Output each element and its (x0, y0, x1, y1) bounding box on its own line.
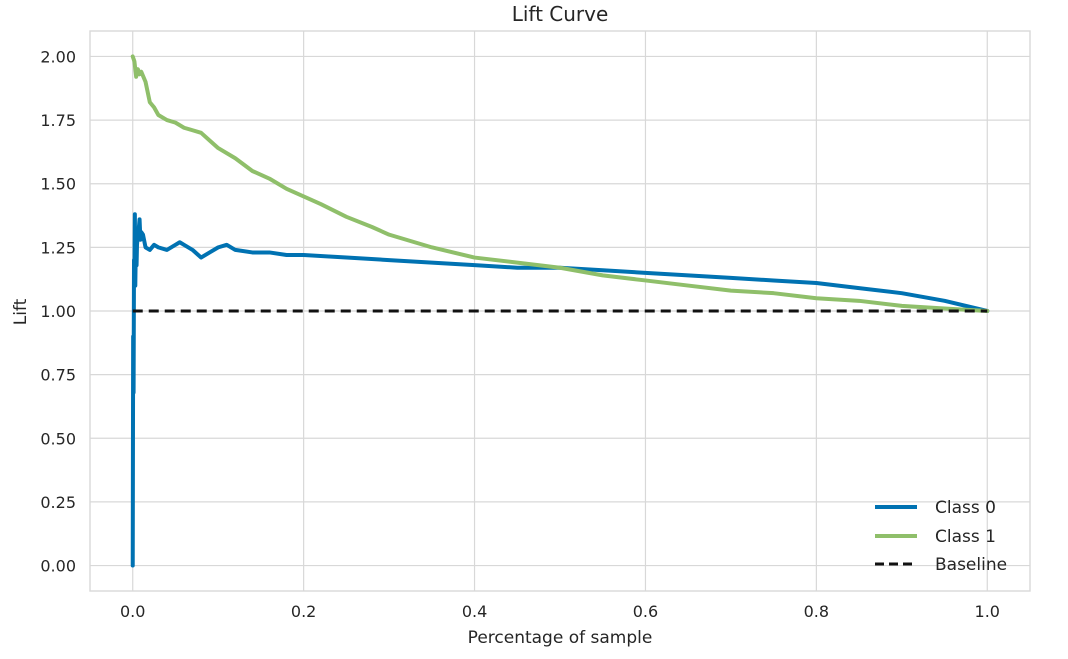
series-layer (130, 54, 990, 568)
horizontal-gridlines (90, 55, 1030, 567)
legend: Class 0 Class 1 Baseline (875, 498, 1007, 575)
y-tick-label: 0.50 (40, 429, 76, 448)
x-tick-labels: 0.0 0.2 0.4 0.6 0.8 1.0 (120, 602, 1000, 621)
legend-label-baseline: Baseline (935, 555, 1007, 575)
legend-label-class-1: Class 1 (935, 527, 996, 547)
x-tick-label: 0.0 (120, 602, 145, 621)
y-tick-label: 1.75 (40, 111, 76, 130)
x-tick-label: 0.8 (804, 602, 829, 621)
x-axis-title: Percentage of sample (468, 628, 653, 648)
y-tick-label: 1.50 (40, 175, 76, 194)
y-tick-label: 1.25 (40, 238, 76, 257)
x-tick-label: 0.4 (462, 602, 487, 621)
series-line-class-1 (130, 54, 990, 313)
y-tick-labels: 0.00 0.25 0.50 0.75 1.00 1.25 1.50 1.75 2.00 (40, 47, 76, 575)
y-tick-label: 0.75 (40, 366, 76, 385)
y-tick-label: 0.00 (40, 557, 76, 576)
y-tick-label: 1.00 (40, 302, 76, 321)
y-tick-label: 2.00 (40, 47, 76, 66)
x-tick-label: 0.6 (633, 602, 658, 621)
y-tick-label: 0.25 (40, 493, 76, 512)
legend-label-class-0: Class 0 (935, 498, 996, 518)
chart-title: Lift Curve (512, 2, 609, 26)
y-axis-title: Lift (11, 298, 31, 325)
x-tick-label: 0.2 (291, 602, 316, 621)
series-line-class-0 (130, 212, 990, 568)
x-tick-label: 1.0 (975, 602, 1000, 621)
